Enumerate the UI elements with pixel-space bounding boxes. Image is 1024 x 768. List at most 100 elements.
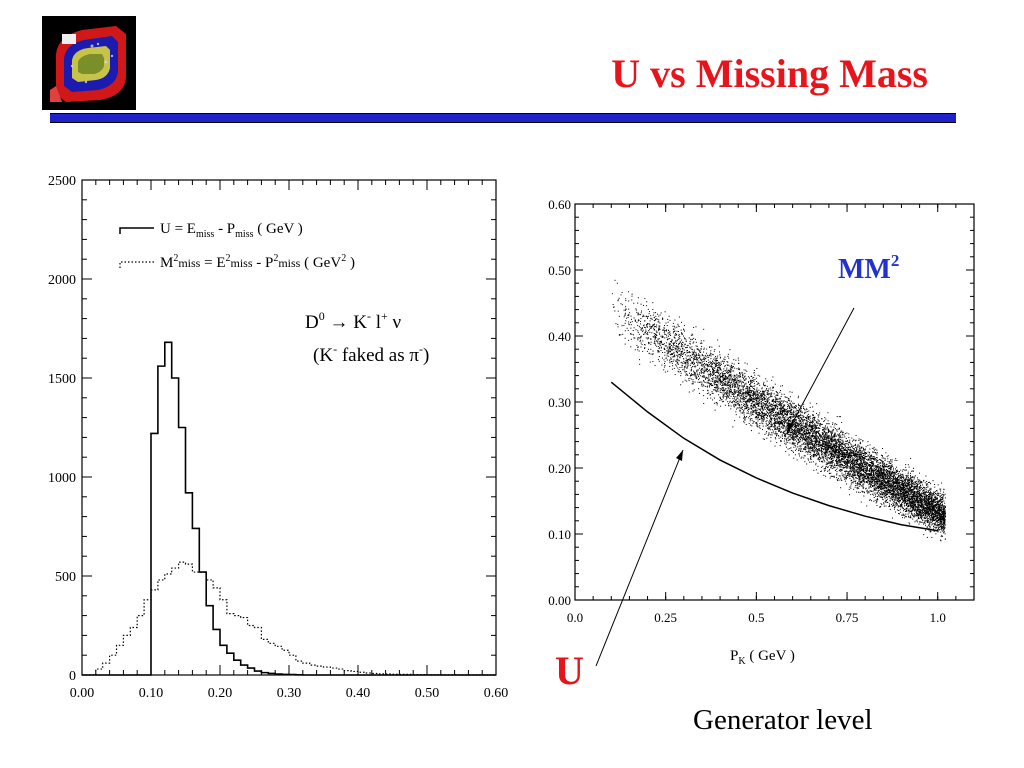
scatter-point (716, 404, 718, 406)
scatter-point (628, 300, 630, 302)
scatter-point (852, 476, 854, 478)
scatter-point (828, 462, 830, 464)
scatter-point (754, 388, 756, 390)
scatter-point (692, 361, 694, 363)
scatter-point (930, 524, 932, 526)
scatter-point (879, 474, 881, 476)
scatter-point (932, 523, 934, 525)
scatter-point (811, 455, 813, 457)
scatter-point (839, 462, 841, 464)
scatter-point (876, 460, 878, 462)
scatter-point (641, 328, 643, 330)
scatter-point (866, 452, 868, 454)
scatter-point (888, 506, 890, 508)
scatter-point (893, 474, 895, 476)
scatter-point (674, 337, 676, 339)
scatter-point (726, 376, 728, 378)
scatter-point (936, 517, 938, 519)
scatter-point (803, 416, 805, 418)
scatter-point (803, 449, 805, 451)
scatter-point (900, 504, 902, 506)
scatter-point (711, 384, 713, 386)
scatter-point (714, 363, 716, 365)
scatter-point (840, 444, 842, 446)
scatter-point (859, 452, 861, 454)
scatter-point (721, 389, 723, 391)
scatter-point (893, 472, 895, 474)
scatter-point (711, 366, 713, 368)
scatter-point (749, 391, 751, 393)
scatter-point (791, 443, 793, 445)
scatter-point (879, 465, 881, 467)
scatter-point (701, 384, 703, 386)
scatter-point (803, 428, 805, 430)
scatter-point (872, 456, 874, 458)
scatter-point (684, 338, 686, 340)
scatter-point (817, 465, 819, 467)
scatter-point (873, 459, 875, 461)
scatter-point (917, 503, 919, 505)
scatter-point (855, 455, 857, 457)
scatter-point (896, 503, 898, 505)
scatter-point (794, 431, 796, 433)
scatter-point (672, 325, 674, 327)
scatter-point (713, 350, 715, 352)
scatter-point (783, 413, 785, 415)
scatter-point (877, 471, 879, 473)
scatter-point (887, 493, 889, 495)
scatter-point (849, 464, 851, 466)
scatter-point (821, 450, 823, 452)
scatter-point (674, 355, 676, 357)
scatter-point (772, 409, 774, 411)
scatter-point (757, 382, 759, 384)
scatter-point (866, 463, 868, 465)
scatter-point (709, 369, 711, 371)
scatter-point (841, 472, 843, 474)
scatter-point (806, 428, 808, 430)
scatter-point (943, 517, 945, 519)
scatter-point (839, 452, 841, 454)
scatter-point (914, 514, 916, 516)
scatter-point (934, 523, 936, 525)
scatter-point (908, 488, 910, 490)
scatter-point (779, 404, 781, 406)
scatter-point (853, 488, 855, 490)
scatter-point (941, 535, 943, 537)
scatter-point (878, 458, 880, 460)
scatter-point (788, 417, 790, 419)
scatter-point (763, 396, 765, 398)
scatter-point (901, 494, 903, 496)
scatter-point (870, 475, 872, 477)
scatter-point (909, 508, 911, 510)
scatter-point (699, 351, 701, 353)
scatter-point (861, 446, 863, 448)
scatter-point (693, 326, 695, 328)
scatter-point (896, 494, 898, 496)
scatter-point (773, 411, 775, 413)
scatter-point (829, 461, 831, 463)
scatter-point (729, 365, 731, 367)
scatter-point (889, 477, 891, 479)
scatter-point (820, 446, 822, 448)
scatter-point (802, 438, 804, 440)
scatter-point (704, 363, 706, 365)
scatter-point (838, 475, 840, 477)
scatter-point (820, 423, 822, 425)
scatter-point (833, 426, 835, 428)
scatter-point (826, 446, 828, 448)
histogram-ticks (81, 179, 497, 676)
scatter-point (697, 362, 699, 364)
scatter-point (700, 375, 702, 377)
scatter-point (751, 425, 753, 427)
scatter-point (673, 336, 675, 338)
scatter-point (823, 427, 825, 429)
scatter-point (809, 433, 811, 435)
scatter-point (765, 425, 767, 427)
scatter-point (925, 508, 927, 510)
scatter-point (942, 532, 944, 534)
scatter-point (843, 460, 845, 462)
scatter-point (924, 497, 926, 499)
scatter-point (890, 473, 892, 475)
scatter-point (680, 375, 682, 377)
scatter-point (685, 363, 687, 365)
